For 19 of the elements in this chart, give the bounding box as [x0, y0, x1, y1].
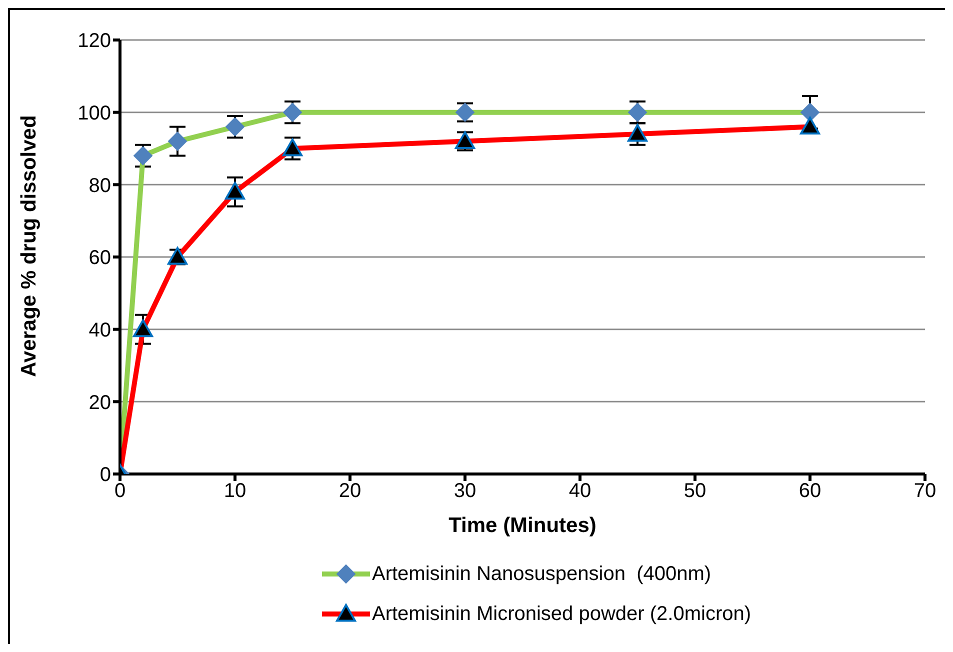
y-tick-label: 0: [100, 464, 111, 486]
y-tick-label: 20: [88, 392, 111, 414]
legend-label: Artemisinin Nanosuspension (400nm): [372, 562, 712, 586]
y-tick-label: 60: [88, 247, 111, 270]
x-axis-title: Time (Minutes): [448, 514, 596, 537]
legend-label: Artemisinin Micronised powder (2.0micron): [372, 602, 752, 626]
y-tick-label: 80: [88, 174, 111, 197]
x-tick-label: 60: [798, 480, 822, 502]
y-tick-label: 40: [88, 319, 111, 342]
x-tick-label: 10: [224, 480, 246, 502]
x-tick-label: 0: [114, 480, 126, 502]
x-tick-label: 40: [568, 480, 592, 502]
y-axis-title: Average % drug dissolved: [17, 115, 40, 377]
x-tick-label: 30: [454, 480, 476, 502]
x-tick-label: 50: [684, 480, 706, 502]
x-tick-label: 70: [914, 480, 936, 502]
y-tick-label: 100: [78, 102, 111, 124]
x-tick-label: 20: [338, 480, 362, 502]
y-tick-label: 120: [78, 30, 111, 52]
